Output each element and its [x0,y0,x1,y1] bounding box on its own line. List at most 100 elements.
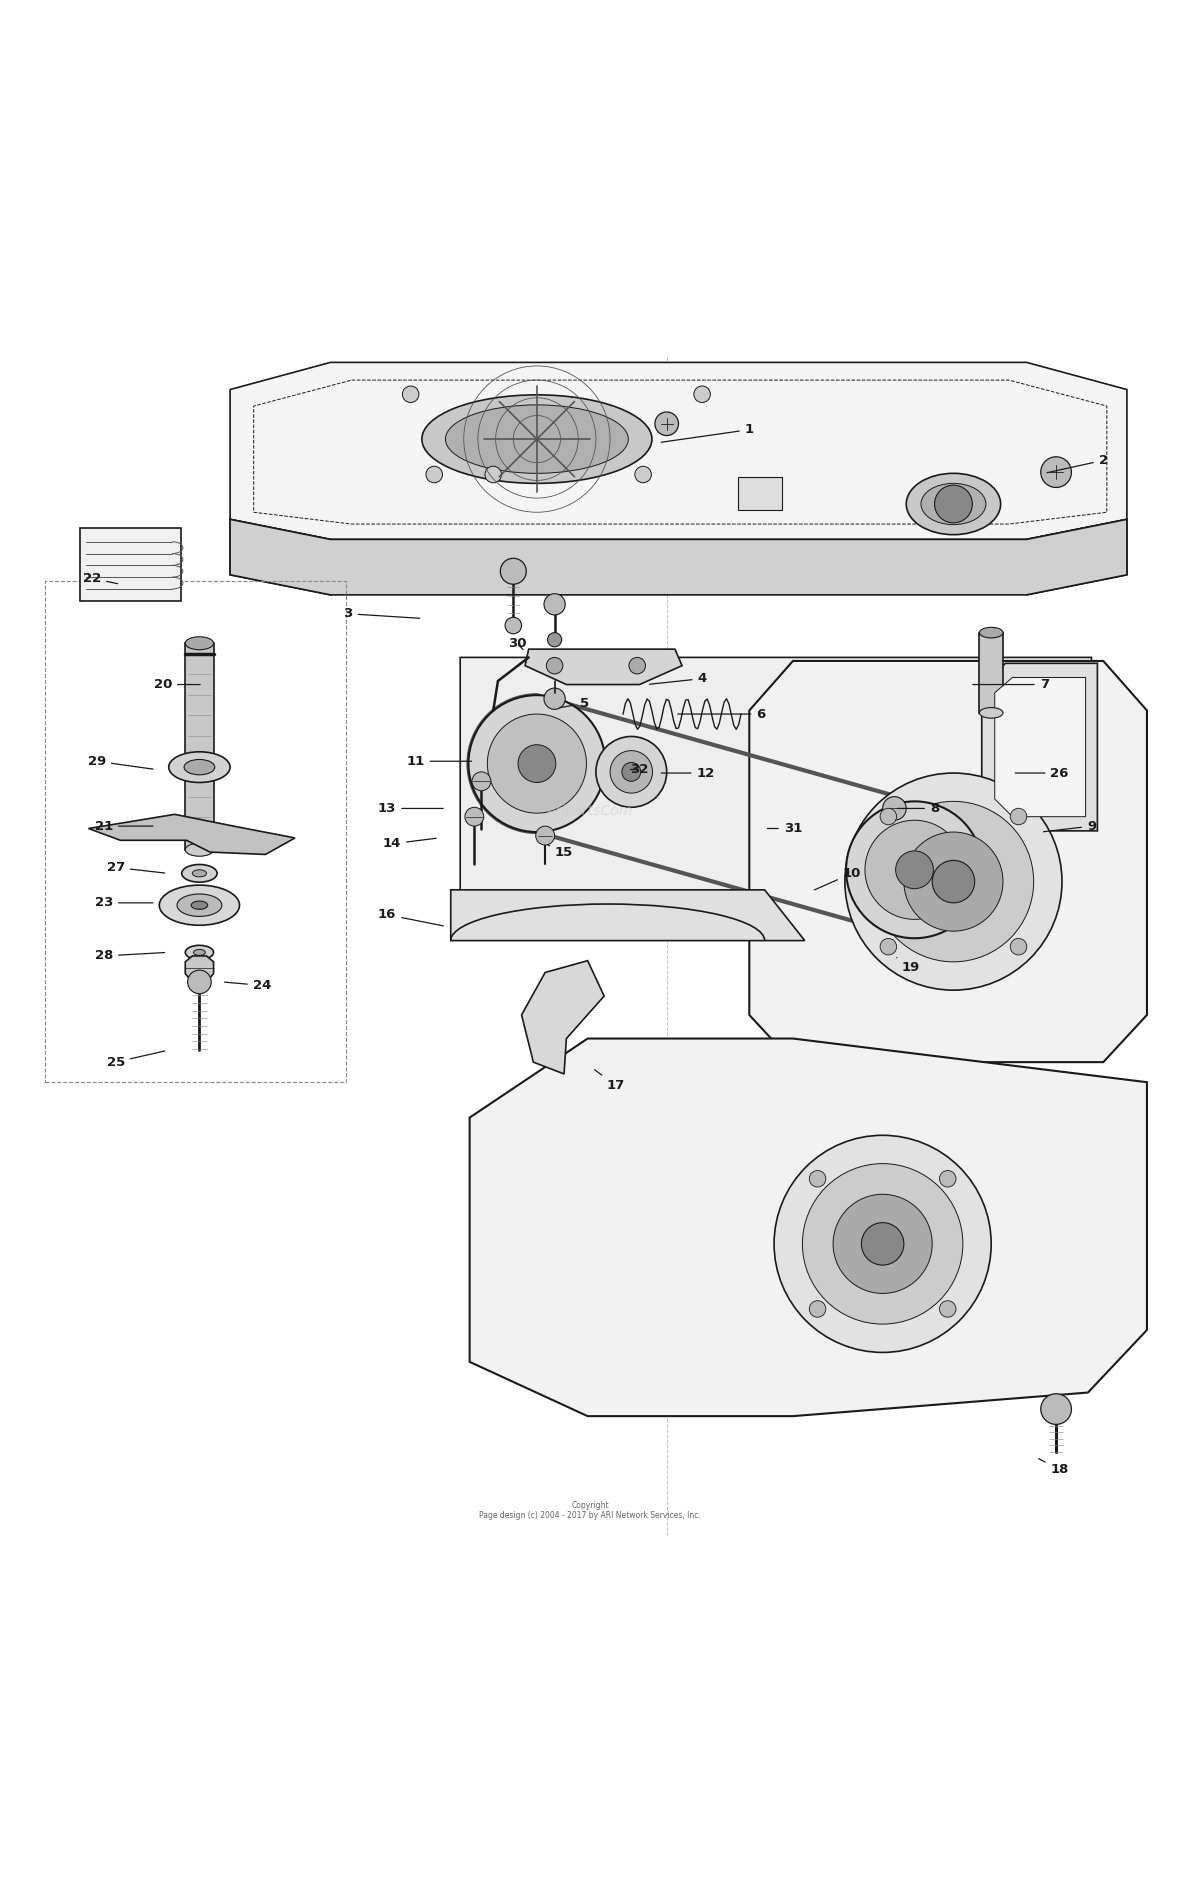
Circle shape [500,558,526,585]
Circle shape [833,1194,932,1293]
Circle shape [809,1300,826,1318]
Text: 18: 18 [1038,1460,1069,1477]
Text: 26: 26 [1015,767,1069,780]
Text: 31: 31 [767,822,802,835]
Circle shape [548,632,562,647]
Polygon shape [230,519,1127,594]
Text: 11: 11 [406,755,472,769]
Ellipse shape [185,842,214,856]
Circle shape [596,736,667,806]
Bar [979,632,1003,714]
Circle shape [939,1300,956,1318]
Ellipse shape [169,752,230,782]
Circle shape [610,752,653,793]
Text: 17: 17 [595,1070,625,1092]
Text: 4: 4 [649,672,707,685]
Circle shape [465,806,484,825]
Text: 15: 15 [548,844,573,859]
Circle shape [883,797,906,820]
Ellipse shape [446,405,628,473]
Circle shape [629,657,645,674]
Ellipse shape [159,886,240,926]
Ellipse shape [979,708,1003,717]
Text: 6: 6 [677,708,766,721]
Text: 27: 27 [106,861,165,875]
Text: 23: 23 [94,897,153,909]
Ellipse shape [177,893,222,916]
Polygon shape [230,519,330,594]
Circle shape [880,808,897,825]
Circle shape [904,833,1003,931]
Circle shape [544,687,565,710]
Polygon shape [522,960,604,1073]
Ellipse shape [192,869,206,876]
Text: 30: 30 [507,636,526,649]
Polygon shape [1027,519,1127,594]
Circle shape [544,594,565,615]
Polygon shape [88,814,295,854]
Circle shape [694,386,710,403]
Circle shape [1041,1393,1071,1424]
Text: 24: 24 [224,979,271,992]
Circle shape [873,801,1034,962]
Circle shape [635,466,651,483]
Circle shape [536,825,555,844]
Text: 28: 28 [94,950,165,962]
Circle shape [505,617,522,634]
Text: 22: 22 [83,572,118,585]
Bar [738,477,782,509]
Ellipse shape [185,636,214,649]
Ellipse shape [191,901,208,909]
Text: 16: 16 [378,909,444,926]
Circle shape [485,466,502,483]
Text: 12: 12 [661,767,715,780]
Ellipse shape [906,473,1001,534]
Text: 7: 7 [972,678,1049,691]
Circle shape [861,1223,904,1265]
Polygon shape [982,663,1097,831]
Circle shape [865,820,964,920]
Circle shape [802,1164,963,1323]
Text: Copyright
Page design (c) 2004 - 2017 by ARI Network Services, Inc.: Copyright Page design (c) 2004 - 2017 by… [479,1501,701,1520]
Ellipse shape [920,483,986,524]
Circle shape [472,772,491,791]
Bar [80,528,181,600]
Circle shape [880,939,897,954]
Circle shape [468,695,605,833]
Polygon shape [451,890,805,941]
Text: 3: 3 [343,608,420,621]
Text: 9: 9 [1043,820,1096,833]
Ellipse shape [184,759,215,774]
Polygon shape [749,661,1147,1062]
Bar [185,644,214,850]
Text: 20: 20 [153,678,201,691]
Text: 1: 1 [661,424,754,443]
Text: 8: 8 [897,803,939,816]
Circle shape [402,386,419,403]
Ellipse shape [182,865,217,882]
Text: 5: 5 [559,697,589,710]
Ellipse shape [185,945,214,960]
Text: 25: 25 [106,1051,165,1070]
Ellipse shape [422,396,651,483]
Circle shape [1010,939,1027,954]
Polygon shape [470,1039,1147,1416]
Polygon shape [185,956,214,982]
Text: 2: 2 [1047,454,1108,473]
Text: 21: 21 [94,820,153,833]
Circle shape [846,801,983,939]
Polygon shape [995,678,1086,816]
Text: 10: 10 [814,867,861,890]
Circle shape [845,772,1062,990]
Text: 14: 14 [382,837,437,850]
Text: 32: 32 [630,763,649,776]
Circle shape [188,969,211,994]
Circle shape [426,466,442,483]
Circle shape [622,763,641,782]
Circle shape [487,714,586,814]
Ellipse shape [979,627,1003,638]
Text: 13: 13 [378,803,444,816]
Circle shape [932,859,975,903]
Text: AriPartsCom: AriPartsCom [546,805,634,818]
Circle shape [935,485,972,522]
